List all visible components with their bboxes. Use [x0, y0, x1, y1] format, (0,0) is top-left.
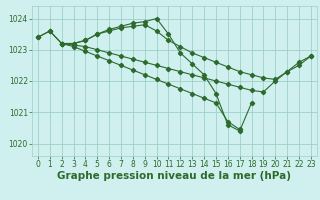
X-axis label: Graphe pression niveau de la mer (hPa): Graphe pression niveau de la mer (hPa) [57, 171, 292, 181]
